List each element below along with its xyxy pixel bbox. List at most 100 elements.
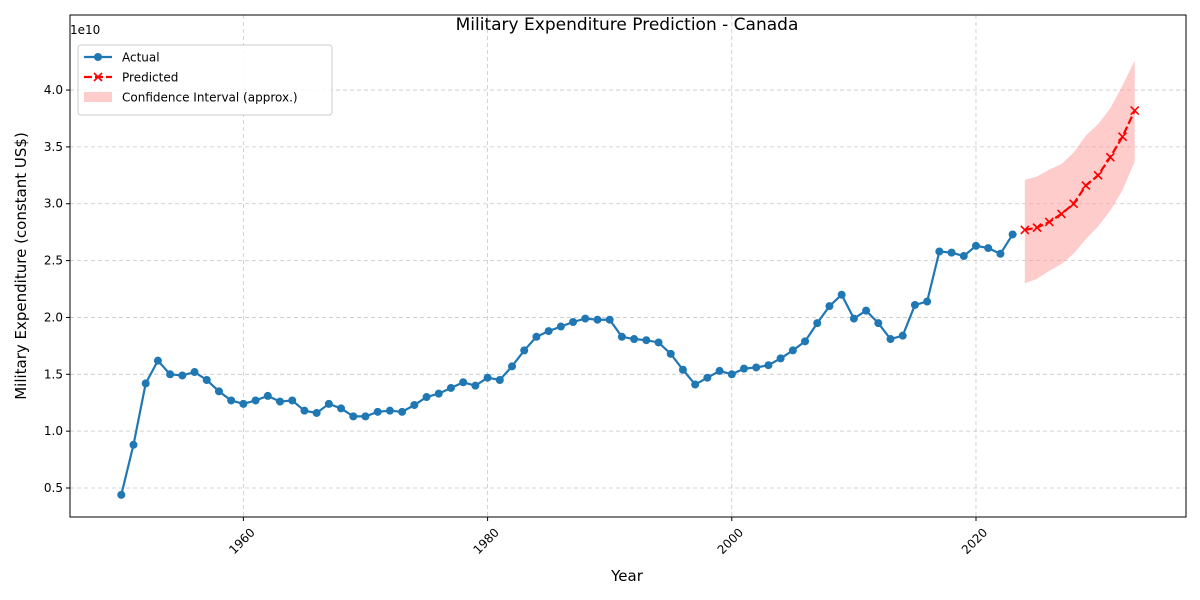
marker [703, 373, 712, 382]
legend-label: Confidence Interval (approx.) [122, 91, 298, 105]
legend-swatch [84, 92, 112, 102]
marker [959, 252, 968, 261]
y-tick-label: 0.5 [44, 481, 63, 495]
marker [849, 314, 858, 323]
legend-marker [93, 72, 103, 82]
y-tick-label: 4.0 [44, 83, 63, 97]
marker [593, 315, 602, 324]
marker [324, 399, 333, 408]
marker [483, 373, 492, 382]
marker [227, 396, 236, 405]
marker [508, 362, 517, 371]
marker [190, 368, 199, 377]
marker [532, 332, 541, 341]
marker [276, 397, 285, 406]
plot-frame [69, 14, 1187, 518]
marker [1093, 170, 1103, 180]
marker [776, 354, 785, 363]
marker [788, 346, 797, 355]
marker [910, 300, 919, 309]
marker [727, 370, 736, 379]
marker [947, 248, 956, 257]
marker [373, 407, 382, 416]
marker [935, 247, 944, 256]
marker [459, 378, 468, 387]
y-tick-label: 3.0 [44, 197, 63, 211]
marker [556, 322, 565, 331]
y-tick-label: 3.5 [44, 140, 63, 154]
legend-label: Actual [122, 51, 160, 65]
marker [141, 379, 150, 388]
series-line [1024, 110, 1136, 231]
marker [739, 364, 748, 373]
y-tick-label: 1.0 [44, 424, 63, 438]
marker [214, 387, 223, 396]
marker [349, 412, 358, 421]
marker [630, 335, 639, 344]
legend-label: Predicted [122, 71, 178, 85]
marker [251, 396, 260, 405]
marker [337, 404, 346, 413]
marker [471, 381, 480, 390]
marker [971, 241, 980, 250]
marker [825, 302, 834, 311]
marker [422, 393, 431, 402]
marker [166, 370, 175, 379]
marker [410, 401, 419, 410]
y-tick-label: 2.0 [44, 310, 63, 324]
marker [801, 337, 810, 346]
marker [1020, 225, 1030, 235]
marker [898, 331, 907, 340]
marker [862, 306, 871, 315]
marker [520, 346, 529, 355]
marker [654, 338, 663, 347]
marker [117, 490, 126, 499]
marker [1056, 209, 1067, 219]
marker [569, 317, 578, 326]
marker [678, 365, 687, 374]
marker [996, 249, 1005, 258]
marker [1069, 199, 1079, 209]
y-tick-label: 2.5 [44, 254, 63, 268]
marker [1044, 217, 1054, 227]
marker [617, 332, 626, 341]
marker [691, 380, 700, 389]
marker [434, 389, 443, 398]
marker [642, 336, 651, 345]
marker [129, 440, 138, 449]
marker [1130, 105, 1140, 116]
marker [361, 412, 370, 421]
marker [764, 361, 773, 370]
marker [1081, 180, 1091, 191]
x-axis-label: Year [610, 567, 644, 585]
marker [874, 319, 883, 328]
marker [239, 399, 248, 408]
legend-marker [94, 53, 102, 61]
marker [178, 371, 187, 380]
marker [385, 406, 394, 415]
marker [581, 314, 590, 323]
marker [312, 408, 321, 417]
marker [398, 407, 407, 416]
confidence-band [1024, 60, 1135, 284]
marker [202, 375, 211, 384]
marker [1008, 230, 1017, 239]
marker [752, 363, 761, 372]
marker [446, 383, 455, 392]
marker [923, 297, 932, 306]
y-offset-label: 1e10 [70, 23, 100, 37]
marker [984, 244, 993, 253]
legend-box [77, 44, 333, 116]
marker [837, 290, 846, 299]
marker [666, 349, 675, 358]
marker [886, 335, 895, 344]
chart-title: Military Expenditure Prediction - Canada [456, 15, 799, 35]
marker [1032, 223, 1042, 233]
marker [1117, 132, 1128, 142]
marker [715, 366, 724, 375]
marker [288, 396, 297, 405]
marker [153, 356, 162, 365]
marker [495, 375, 504, 384]
